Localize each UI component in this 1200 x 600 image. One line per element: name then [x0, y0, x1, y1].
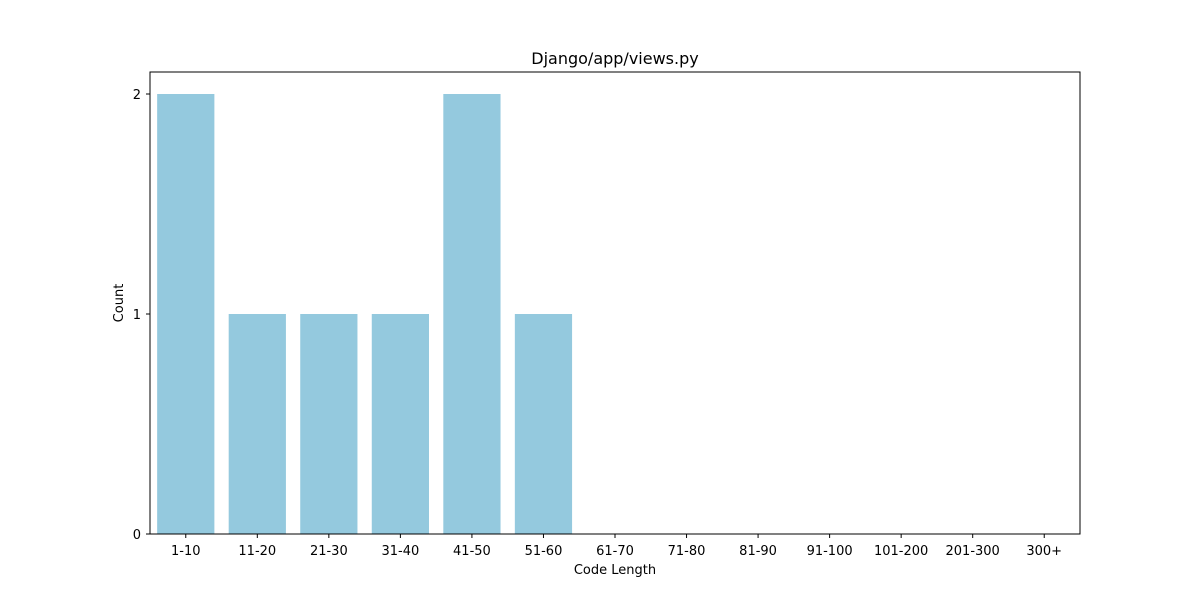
- x-tick-label: 201-300: [946, 544, 1000, 559]
- bar-41-50: [443, 94, 501, 534]
- x-tick-label: 81-90: [739, 544, 777, 559]
- x-axis-label: Code Length: [574, 563, 656, 578]
- chart-title: Django/app/views.py: [531, 49, 698, 68]
- bar-1-10: [157, 94, 215, 534]
- bars-layer: [157, 94, 573, 534]
- y-tick-label: 0: [133, 528, 141, 543]
- x-tick-label: 1-10: [171, 544, 201, 559]
- x-tick-label: 51-60: [525, 544, 563, 559]
- bar-21-30: [300, 314, 358, 534]
- bar-51-60: [514, 314, 573, 534]
- plot-frame: [149, 71, 1081, 535]
- x-tick-label: 91-100: [807, 544, 853, 559]
- y-axis: 0 1 2: [133, 88, 150, 543]
- bar-11-20: [228, 314, 286, 534]
- y-axis-label: Count: [112, 284, 127, 323]
- y-tick-label: 1: [133, 308, 141, 323]
- x-tick-label: 300+: [1026, 544, 1062, 559]
- x-tick-label: 101-200: [874, 544, 928, 559]
- x-tick-label: 71-80: [668, 544, 706, 559]
- x-tick-label: 41-50: [453, 544, 491, 559]
- x-axis: 1-10 11-20 21-30 31-40 41-50 51-60 61-70 71-80 8…: [171, 534, 1062, 559]
- y-tick-label: 2: [133, 88, 141, 103]
- x-tick-label: 61-70: [596, 544, 634, 559]
- x-tick-label: 11-20: [238, 544, 276, 559]
- x-tick-label: 21-30: [310, 544, 348, 559]
- x-tick-label: 31-40: [381, 544, 419, 559]
- bar-31-40: [371, 314, 429, 534]
